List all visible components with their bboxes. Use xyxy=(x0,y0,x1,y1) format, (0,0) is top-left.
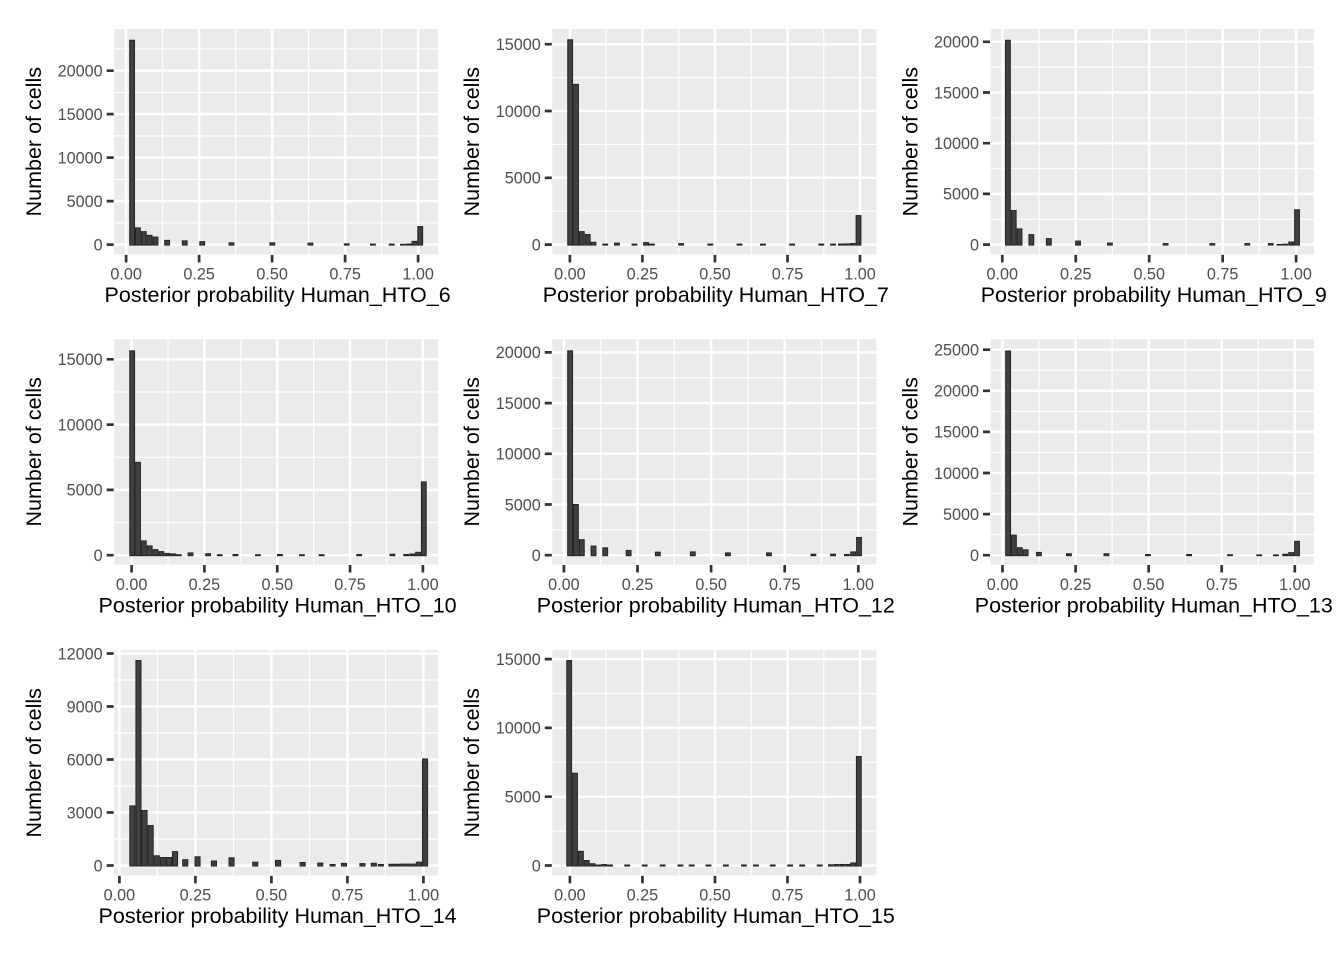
svg-text:0.00: 0.00 xyxy=(104,887,136,905)
svg-text:0.25: 0.25 xyxy=(180,887,212,905)
svg-text:5000: 5000 xyxy=(943,506,979,524)
svg-text:10000: 10000 xyxy=(58,149,103,167)
svg-text:10000: 10000 xyxy=(58,416,103,434)
svg-text:0.50: 0.50 xyxy=(256,266,288,284)
svg-text:0.00: 0.00 xyxy=(554,887,586,905)
svg-text:0: 0 xyxy=(532,547,541,565)
svg-text:0.25: 0.25 xyxy=(627,266,659,284)
svg-text:1.00: 1.00 xyxy=(408,887,440,905)
svg-text:15000: 15000 xyxy=(934,84,979,102)
svg-text:15000: 15000 xyxy=(496,395,541,413)
svg-text:Posterior probability Human_HT: Posterior probability Human_HTO_6 xyxy=(105,283,451,307)
svg-text:1.00: 1.00 xyxy=(844,887,876,905)
svg-text:20000: 20000 xyxy=(934,383,979,401)
svg-text:0.00: 0.00 xyxy=(116,576,148,594)
svg-text:1.00: 1.00 xyxy=(844,266,876,284)
svg-text:0.25: 0.25 xyxy=(183,266,215,284)
svg-text:0: 0 xyxy=(970,236,979,254)
svg-text:0.00: 0.00 xyxy=(987,266,1019,284)
svg-text:Posterior probability Human_HT: Posterior probability Human_HTO_12 xyxy=(537,593,895,617)
svg-text:0.75: 0.75 xyxy=(772,266,804,284)
svg-text:0.50: 0.50 xyxy=(1133,576,1165,594)
svg-text:0: 0 xyxy=(94,547,103,565)
svg-text:Number of cells: Number of cells xyxy=(22,688,46,837)
svg-text:1.00: 1.00 xyxy=(402,266,434,284)
svg-text:Posterior probability Human_HT: Posterior probability Human_HTO_10 xyxy=(99,593,457,617)
svg-text:0.75: 0.75 xyxy=(769,576,801,594)
svg-text:Number of cells: Number of cells xyxy=(460,688,484,837)
svg-text:0.50: 0.50 xyxy=(1133,266,1165,284)
svg-text:0.25: 0.25 xyxy=(622,576,654,594)
svg-text:Posterior probability Human_HT: Posterior probability Human_HTO_7 xyxy=(543,283,889,307)
svg-text:5000: 5000 xyxy=(67,193,103,211)
svg-text:1.00: 1.00 xyxy=(1280,266,1312,284)
svg-text:0: 0 xyxy=(970,547,979,565)
svg-text:10000: 10000 xyxy=(934,465,979,483)
svg-text:15000: 15000 xyxy=(496,36,541,54)
svg-text:1.00: 1.00 xyxy=(843,576,875,594)
svg-text:0.00: 0.00 xyxy=(554,266,586,284)
svg-text:0: 0 xyxy=(94,857,103,875)
svg-text:Number of cells: Number of cells xyxy=(460,67,484,216)
svg-text:0: 0 xyxy=(94,236,103,254)
svg-text:3000: 3000 xyxy=(67,804,103,822)
svg-text:Posterior probability Human_HT: Posterior probability Human_HTO_14 xyxy=(99,904,457,928)
svg-text:0.25: 0.25 xyxy=(189,576,221,594)
svg-text:5000: 5000 xyxy=(943,186,979,204)
svg-text:10000: 10000 xyxy=(496,446,541,464)
svg-text:0.00: 0.00 xyxy=(987,576,1019,594)
svg-text:Number of cells: Number of cells xyxy=(22,67,46,216)
svg-text:0.50: 0.50 xyxy=(695,576,727,594)
svg-text:5000: 5000 xyxy=(505,170,541,188)
svg-text:15000: 15000 xyxy=(58,106,103,124)
svg-text:25000: 25000 xyxy=(934,342,979,360)
svg-text:0: 0 xyxy=(532,236,541,254)
svg-text:20000: 20000 xyxy=(58,62,103,80)
svg-text:Number of cells: Number of cells xyxy=(898,67,922,216)
svg-text:Number of cells: Number of cells xyxy=(22,377,46,526)
svg-text:6000: 6000 xyxy=(67,751,103,769)
svg-text:Posterior probability Human_HT: Posterior probability Human_HTO_15 xyxy=(537,904,895,928)
svg-text:0.25: 0.25 xyxy=(627,887,659,905)
svg-text:20000: 20000 xyxy=(496,344,541,362)
svg-text:10000: 10000 xyxy=(934,135,979,153)
svg-text:12000: 12000 xyxy=(58,645,103,663)
svg-text:15000: 15000 xyxy=(496,651,541,669)
svg-text:0: 0 xyxy=(532,857,541,875)
svg-text:0.75: 0.75 xyxy=(332,887,364,905)
svg-text:1.00: 1.00 xyxy=(1279,576,1311,594)
svg-text:5000: 5000 xyxy=(67,482,103,500)
svg-text:0.25: 0.25 xyxy=(1060,266,1092,284)
svg-text:Number of cells: Number of cells xyxy=(898,377,922,526)
svg-text:0.75: 0.75 xyxy=(1206,576,1238,594)
svg-text:5000: 5000 xyxy=(505,789,541,807)
svg-text:1.00: 1.00 xyxy=(407,576,439,594)
svg-text:15000: 15000 xyxy=(934,424,979,442)
svg-text:0.00: 0.00 xyxy=(548,576,580,594)
svg-text:20000: 20000 xyxy=(934,34,979,52)
svg-text:0.75: 0.75 xyxy=(329,266,361,284)
svg-text:0.75: 0.75 xyxy=(1207,266,1239,284)
svg-text:10000: 10000 xyxy=(496,720,541,738)
svg-text:Number of cells: Number of cells xyxy=(460,377,484,526)
svg-text:Posterior probability Human_HT: Posterior probability Human_HTO_9 xyxy=(981,283,1327,307)
svg-text:10000: 10000 xyxy=(496,103,541,121)
svg-text:0.50: 0.50 xyxy=(699,887,731,905)
svg-text:0.50: 0.50 xyxy=(699,266,731,284)
svg-text:Posterior probability Human_HT: Posterior probability Human_HTO_13 xyxy=(975,593,1333,617)
svg-text:0.75: 0.75 xyxy=(772,887,804,905)
svg-text:0.50: 0.50 xyxy=(261,576,293,594)
svg-text:9000: 9000 xyxy=(67,698,103,716)
svg-text:0.00: 0.00 xyxy=(110,266,142,284)
svg-text:0.75: 0.75 xyxy=(334,576,366,594)
svg-text:15000: 15000 xyxy=(58,351,103,369)
svg-text:0.25: 0.25 xyxy=(1060,576,1092,594)
svg-text:5000: 5000 xyxy=(505,496,541,514)
svg-text:0.50: 0.50 xyxy=(256,887,288,905)
